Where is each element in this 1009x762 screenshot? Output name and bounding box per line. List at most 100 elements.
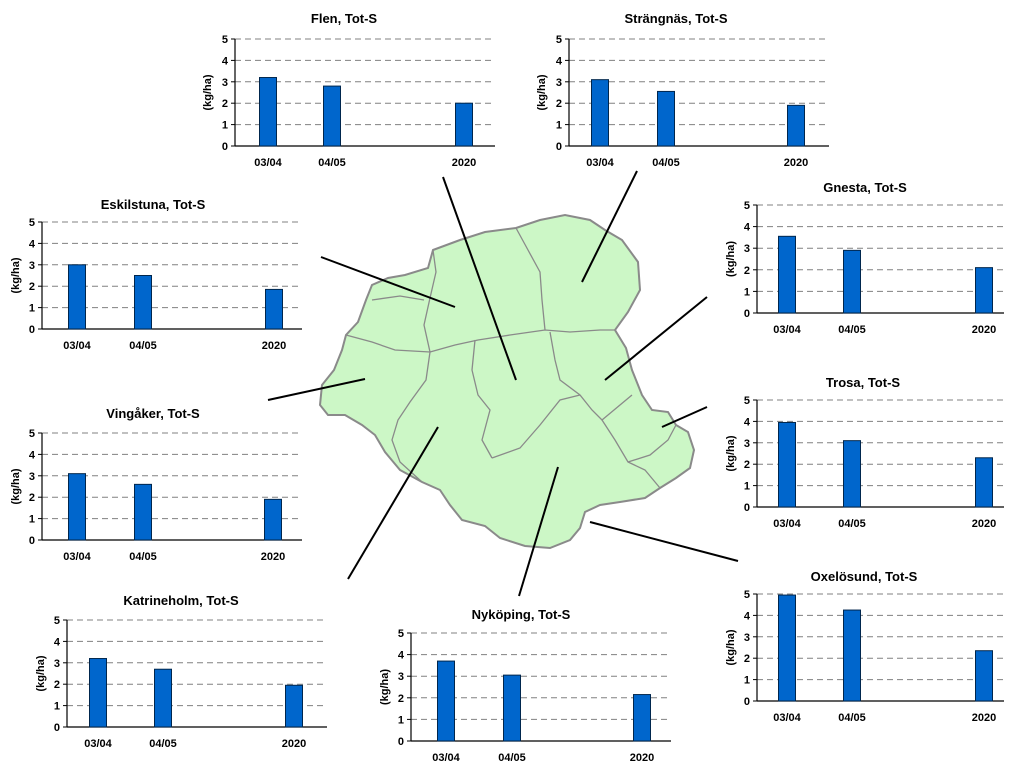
y-tick-label: 5: [222, 34, 228, 46]
y-tick-label: 1: [398, 714, 404, 726]
bar: [68, 473, 86, 541]
y-tick-label: 3: [222, 77, 228, 89]
x-tick-label: 03/04: [84, 738, 112, 750]
leader-line: [518, 466, 559, 597]
y-tick-label: 5: [744, 395, 750, 407]
y-tick-label: 4: [29, 449, 36, 461]
bar: [787, 104, 805, 147]
y-tick-label: 1: [222, 120, 228, 132]
municipality-border: [627, 424, 677, 463]
y-tick-label: 0: [744, 308, 750, 320]
y-tick-label: 4: [744, 416, 751, 428]
chart-trosa: 0 1 2 3 4 5 03/04 04/05 2020 Trosa, Tot-S (kg/ha): [725, 375, 1004, 530]
chart-strangnas: 0 1 2 3 4 5 03/04 04/05 2020 Strängnäs, Tot-S (kg/…: [536, 11, 829, 169]
y-tick-label: 2: [222, 98, 228, 110]
x-tick-label: 03/04: [63, 340, 91, 352]
bar: [134, 483, 152, 541]
y-tick-label: 2: [744, 265, 750, 277]
leader-line: [267, 378, 366, 401]
y-tick-label: 0: [222, 141, 228, 153]
municipality-border: [429, 329, 615, 353]
y-axis-label: (kg/ha): [10, 468, 22, 504]
bar: [843, 249, 861, 314]
y-tick-label: 0: [398, 736, 404, 748]
x-tick-label: 2020: [630, 752, 654, 762]
x-tick-label: 03/04: [773, 712, 801, 724]
y-tick-label: 2: [54, 679, 60, 691]
y-tick-label: 5: [744, 589, 750, 601]
bar: [778, 421, 796, 508]
chart-nykoping: 0 1 2 3 4 5 03/04 04/05 2020 Nyköping, Tot-S (kg/h…: [379, 607, 671, 762]
leader-line: [320, 256, 456, 308]
bar: [657, 90, 675, 147]
y-tick-label: 1: [556, 120, 562, 132]
y-tick-label: 5: [744, 200, 750, 212]
leader-line: [347, 426, 439, 580]
leader-line: [442, 176, 517, 381]
y-tick-label: 1: [29, 303, 35, 315]
chart-title: Nyköping, Tot-S: [472, 607, 571, 622]
y-axis-label: (kg/ha): [202, 74, 214, 110]
chart-title: Katrineholm, Tot-S: [123, 593, 239, 608]
y-tick-label: 2: [744, 459, 750, 471]
y-tick-label: 2: [29, 281, 35, 293]
y-tick-label: 4: [556, 55, 563, 67]
x-tick-label: 2020: [282, 738, 306, 750]
bar: [843, 440, 861, 508]
chart-title: Oxelösund, Tot-S: [811, 569, 918, 584]
x-tick-label: 03/04: [254, 157, 282, 169]
x-tick-label: 04/05: [129, 551, 157, 563]
bar: [503, 674, 521, 742]
y-tick-label: 5: [29, 217, 35, 229]
leader-line: [589, 521, 739, 562]
y-tick-label: 4: [29, 238, 36, 250]
chart-vingaker: 0 1 2 3 4 5 03/04 04/05 2020 Vingåker, Tot-S (kg/h…: [10, 406, 302, 563]
y-axis-label: (kg/ha): [536, 74, 548, 110]
x-tick-label: 03/04: [773, 324, 801, 336]
y-tick-label: 3: [556, 77, 562, 89]
leader-lines: [267, 170, 739, 597]
x-tick-label: 03/04: [773, 518, 801, 530]
y-tick-label: 3: [398, 671, 404, 683]
y-axis-label: (kg/ha): [35, 655, 47, 691]
chart-gnesta: 0 1 2 3 4 5 03/04 04/05 2020 Gnesta, Tot-S (kg/ha): [725, 180, 1004, 336]
y-tick-label: 5: [29, 428, 35, 440]
y-tick-label: 4: [744, 610, 751, 622]
chart-title: Gnesta, Tot-S: [823, 180, 907, 195]
municipality-border: [391, 351, 431, 483]
y-tick-label: 5: [556, 34, 562, 46]
bar: [591, 79, 609, 147]
y-tick-label: 3: [744, 438, 750, 450]
y-tick-label: 3: [744, 243, 750, 255]
bar: [975, 650, 993, 702]
y-tick-label: 0: [54, 722, 60, 734]
x-tick-label: 2020: [262, 340, 286, 352]
chart-title: Flen, Tot-S: [311, 11, 378, 26]
chart-flen: 0 1 2 3 4 5 03/04 04/05 2020 Flen, Tot-S (kg/ha): [202, 11, 495, 169]
x-tick-label: 2020: [972, 712, 996, 724]
bar: [633, 694, 651, 742]
y-tick-label: 1: [744, 481, 750, 493]
chart-title: Trosa, Tot-S: [826, 375, 900, 390]
y-tick-label: 4: [54, 636, 61, 648]
y-tick-label: 3: [29, 260, 35, 272]
y-axis-label: (kg/ha): [725, 241, 737, 277]
bar: [89, 658, 107, 728]
x-tick-label: 03/04: [586, 157, 614, 169]
chart-title: Eskilstuna, Tot-S: [101, 197, 206, 212]
y-tick-label: 0: [29, 324, 35, 336]
bar: [259, 77, 277, 147]
y-tick-label: 0: [29, 535, 35, 547]
municipality-border: [471, 339, 493, 459]
municipality-border: [345, 334, 431, 353]
y-tick-label: 3: [744, 632, 750, 644]
county-map: [318, 213, 696, 550]
bar: [134, 275, 152, 330]
y-tick-label: 0: [744, 502, 750, 514]
y-tick-label: 1: [29, 514, 35, 526]
chart-oxelosund: 0 1 2 3 4 5 03/04 04/05 2020 Oxelösund, Tot-S (kg/…: [725, 569, 1004, 724]
bar: [68, 264, 86, 330]
y-tick-label: 4: [398, 650, 405, 662]
